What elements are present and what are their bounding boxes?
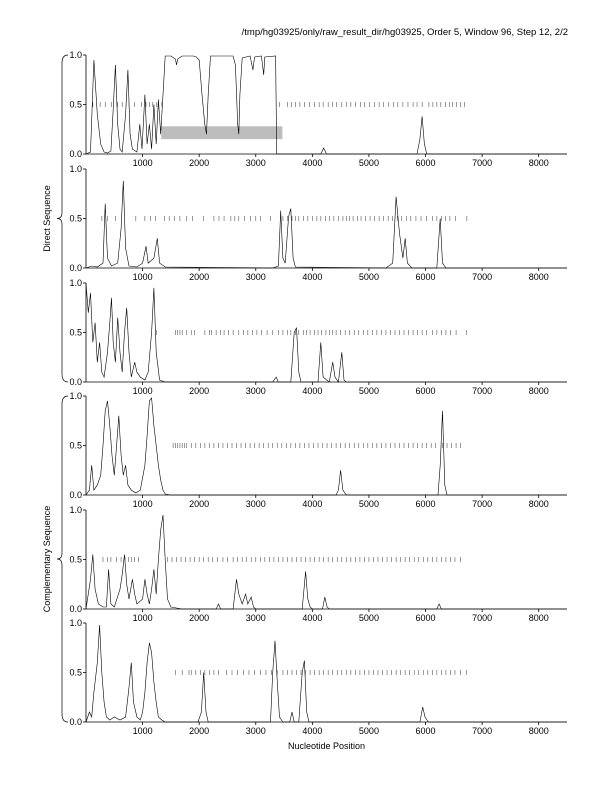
x-axis-title: Nucleotide Position <box>288 741 365 751</box>
x-tick-label: 5000 <box>359 158 379 168</box>
x-tick-label: 3000 <box>246 499 266 509</box>
y-tick-label: 0.5 <box>69 668 82 678</box>
y-tick-label: 1.0 <box>69 164 82 174</box>
group-brace <box>56 395 69 723</box>
x-tick-label: 7000 <box>472 499 492 509</box>
x-tick-label: 6000 <box>416 726 436 736</box>
x-tick-label: 6000 <box>416 499 436 509</box>
y-tick-label: 0.0 <box>69 490 82 500</box>
y-tick-label: 0.5 <box>69 441 82 451</box>
y-tick-label: 0.0 <box>69 263 82 273</box>
y-tick-label: 0.5 <box>69 214 82 224</box>
group-label-1: Direct Sequence <box>42 185 52 252</box>
signal-line <box>85 180 567 269</box>
x-tick-label: 8000 <box>529 726 549 736</box>
panel-2: 0.0 0.5 1.0 1000 2000 3000 4000 5000 6000 7000 800… <box>69 164 567 282</box>
y-tick-label: 0.0 <box>69 149 82 159</box>
x-tick-label: 8000 <box>529 386 549 396</box>
x-tick-label: 1000 <box>133 499 153 509</box>
x-tick-label: 1000 <box>133 613 153 623</box>
y-tick-label: 1.0 <box>69 50 82 60</box>
x-tick-label: 7000 <box>472 726 492 736</box>
group-brace <box>56 54 69 383</box>
signal-line <box>85 514 567 610</box>
x-tick-label: 5000 <box>359 726 379 736</box>
x-tick-label: 2000 <box>189 726 209 736</box>
x-tick-label: 4000 <box>302 613 322 623</box>
x-tick-label: 3000 <box>246 613 266 623</box>
x-tick-label: 2000 <box>189 613 209 623</box>
y-tick-label: 0.0 <box>69 604 82 614</box>
panel-5: 0.0 0.5 1.0 1000 2000 3000 4000 5000 6000 7000 800… <box>69 505 567 623</box>
y-tick-label: 0.5 <box>69 328 82 338</box>
y-tick-label: 1.0 <box>69 505 82 515</box>
x-tick-label: 7000 <box>472 386 492 396</box>
x-tick-label: 5000 <box>359 272 379 282</box>
x-tick-label: 5000 <box>359 499 379 509</box>
x-tick-label: 6000 <box>416 386 436 396</box>
signal-line <box>85 624 567 723</box>
x-tick-label: 3000 <box>246 386 266 396</box>
x-tick-label: 2000 <box>189 158 209 168</box>
y-tick-label: 1.0 <box>69 278 82 288</box>
x-tick-label: 1000 <box>133 726 153 736</box>
y-tick-label: 1.0 <box>69 618 82 628</box>
x-tick-label: 4000 <box>302 499 322 509</box>
panel-3: 0.0 0.5 1.0 1000 2000 3000 4000 5000 6000 7000 800… <box>69 278 567 396</box>
y-tick-label: 0.0 <box>69 377 82 387</box>
x-tick-label: 2000 <box>189 272 209 282</box>
x-tick-label: 1000 <box>133 386 153 396</box>
signal-line <box>85 397 567 496</box>
x-tick-label: 7000 <box>472 613 492 623</box>
y-tick-label: 0.5 <box>69 555 82 565</box>
panel-4: 0.0 0.5 1.0 1000 2000 3000 4000 5000 6000 7000 800… <box>69 391 567 509</box>
x-tick-label: 2000 <box>189 499 209 509</box>
x-tick-label: 3000 <box>246 158 266 168</box>
x-tick-label: 4000 <box>302 158 322 168</box>
x-tick-label: 5000 <box>359 613 379 623</box>
x-tick-label: 8000 <box>529 499 549 509</box>
panel-6: 0.0 0.5 1.0 1000 2000 3000 4000 5000 6000 7000 800… <box>69 618 567 736</box>
x-tick-label: 3000 <box>246 726 266 736</box>
x-tick-label: 6000 <box>416 272 436 282</box>
x-tick-label: 4000 <box>302 272 322 282</box>
x-tick-label: 3000 <box>246 272 266 282</box>
x-tick-label: 8000 <box>529 158 549 168</box>
panel-1: 0.0 0.5 1.0 1000 2000 3000 4000 5000 6000 7000 800… <box>69 50 567 168</box>
x-tick-label: 5000 <box>359 386 379 396</box>
group-label-2: Complementary Sequence <box>42 506 52 613</box>
y-tick-label: 0.5 <box>69 100 82 110</box>
x-tick-label: 4000 <box>302 726 322 736</box>
x-tick-label: 6000 <box>416 158 436 168</box>
y-tick-label: 0.0 <box>69 717 82 727</box>
x-tick-label: 2000 <box>189 386 209 396</box>
x-tick-label: 1000 <box>133 158 153 168</box>
x-tick-label: 7000 <box>472 158 492 168</box>
x-tick-label: 6000 <box>416 613 436 623</box>
signal-line <box>85 282 567 383</box>
x-tick-label: 8000 <box>529 272 549 282</box>
x-tick-label: 4000 <box>302 386 322 396</box>
page-header-path: /tmp/hg03925/only/raw_result_dir/hg03925… <box>241 27 568 38</box>
x-tick-label: 8000 <box>529 613 549 623</box>
signal-line <box>85 55 567 155</box>
shaded-bar <box>161 126 283 140</box>
x-tick-label: 7000 <box>472 272 492 282</box>
x-tick-label: 1000 <box>133 272 153 282</box>
y-tick-label: 1.0 <box>69 391 82 401</box>
